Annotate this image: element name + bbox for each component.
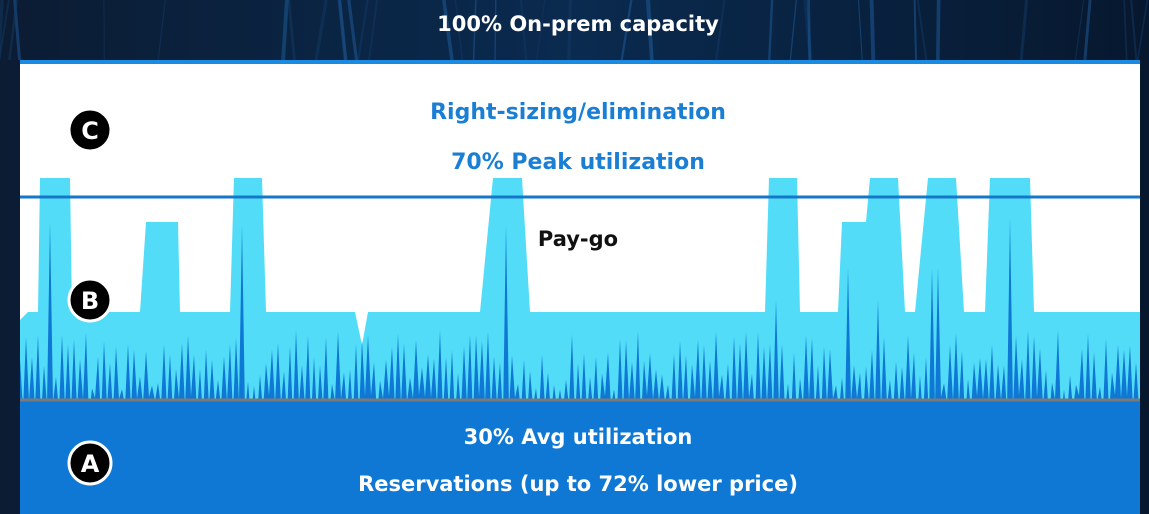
header-title: 100% On-prem capacity [437, 12, 719, 36]
marker-label: A [81, 450, 100, 478]
zone-text: Pay-go [538, 227, 618, 251]
zone-text: 70% Peak utilization [451, 150, 705, 175]
streak [938, 0, 939, 60]
zone-text: Reservations (up to 72% lower price) [358, 472, 798, 496]
diagram: 100% On-prem capacity C Right-sizing/eli… [0, 0, 1149, 514]
marker-label: C [81, 117, 99, 145]
streak [809, 0, 810, 60]
reserved-band [20, 400, 1140, 514]
marker-label: B [81, 287, 99, 315]
zone-text: Right-sizing/elimination [430, 100, 726, 125]
streak [872, 0, 874, 60]
zone-text: 30% Avg utilization [464, 425, 693, 449]
